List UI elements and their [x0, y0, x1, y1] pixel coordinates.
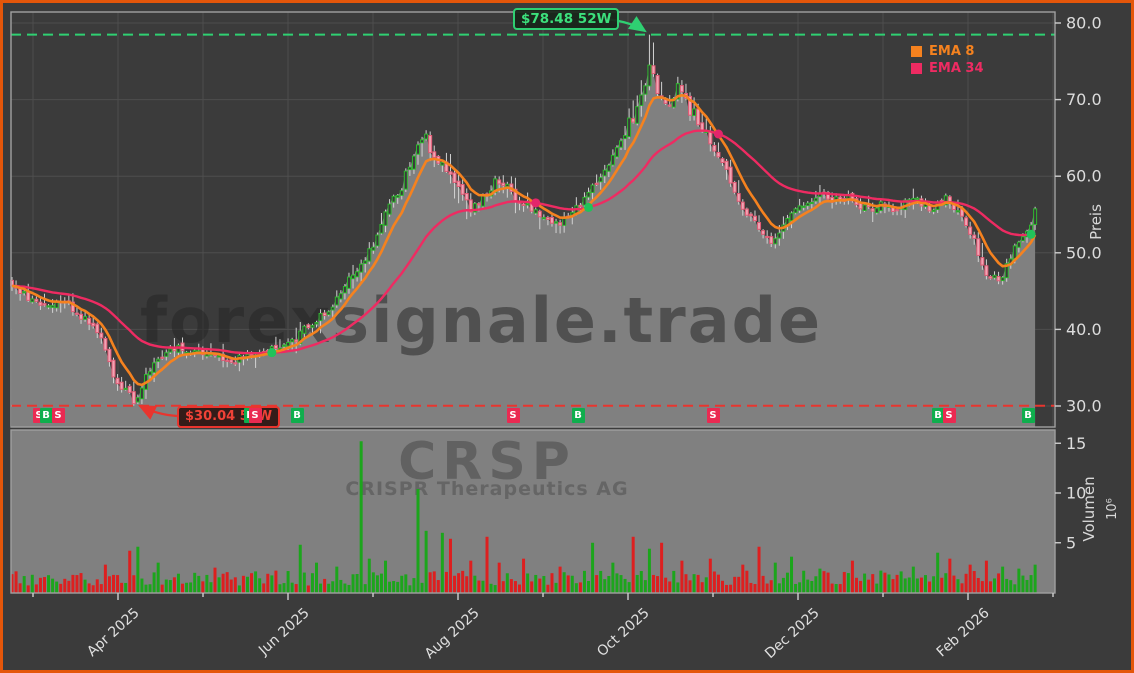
ema8-swatch-icon: [911, 45, 922, 57]
volume-axis-title: Volumen: [1080, 476, 1098, 541]
legend: EMA 8 EMA 34: [911, 44, 984, 75]
volume-tick-label: 5: [1066, 533, 1076, 552]
volume-tick-label: 15: [1066, 434, 1086, 453]
price-tick-label: 50.0: [1066, 243, 1102, 262]
x-tick-label: Jun 2025: [255, 605, 313, 659]
x-tick-label: Aug 2025: [422, 605, 483, 662]
volume-scale-label: 10⁶: [1105, 498, 1120, 520]
price-tick-label: 80.0: [1066, 14, 1102, 33]
price-tick-label: 70.0: [1066, 90, 1102, 109]
panel-frames: [10, 11, 1056, 594]
legend-item-ema34: EMA 34: [911, 61, 984, 75]
x-tick-label: Apr 2025: [84, 605, 142, 660]
price-tick-label: 60.0: [1066, 167, 1102, 186]
volume-bars: [10, 441, 1037, 593]
ema-cross-markers: [267, 129, 1036, 358]
candlestick-series: [10, 34, 1038, 406]
price-tick-label: 40.0: [1066, 320, 1102, 339]
legend-label-ema8: EMA 8: [929, 43, 975, 59]
price-tick-label: 30.0: [1066, 397, 1102, 416]
legend-label-ema34: EMA 34: [929, 60, 984, 76]
x-tick-label: Feb 2026: [934, 605, 993, 660]
volume-tick-label: 10: [1066, 484, 1086, 503]
price-area-fill: [12, 65, 1036, 427]
ema34-swatch-icon: [911, 62, 922, 74]
x-tick-label: Oct 2025: [594, 605, 652, 660]
x-tick-label: Dec 2025: [762, 605, 823, 662]
low-52w-price-tag: $30.04 52W: [177, 406, 281, 428]
ema-lines: [11, 94, 1037, 387]
legend-item-ema8: EMA 8: [911, 44, 984, 58]
axis-ticks: 30.0 40.0 50.0 60.0 70.0 80.0 5 10 15 Apr 2025 Jun…: [32, 14, 1102, 662]
price-axis-title: Preis: [1087, 204, 1105, 240]
high-52w-price-tag: $78.48 52W: [513, 8, 620, 31]
